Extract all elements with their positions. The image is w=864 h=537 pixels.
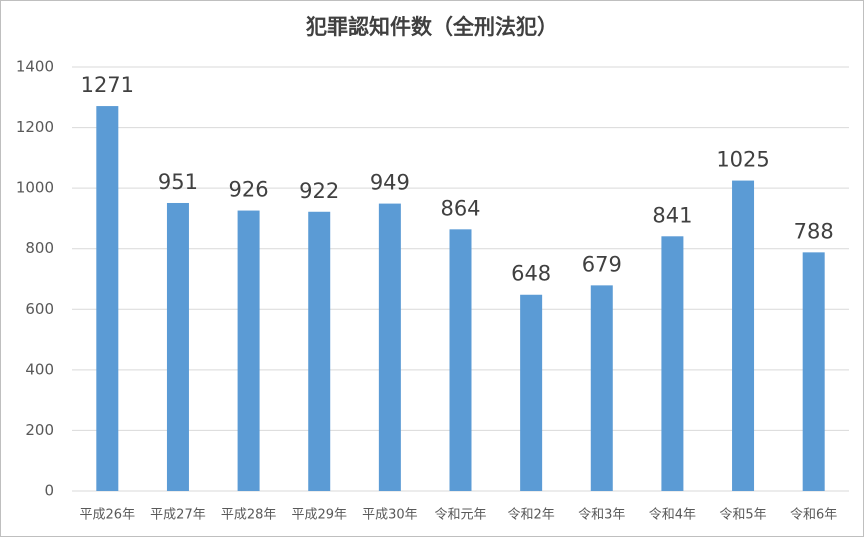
x-tick-label: 令和6年 bbox=[790, 508, 837, 523]
y-tick-label: 1000 bbox=[16, 179, 54, 197]
y-tick-label: 1400 bbox=[16, 58, 54, 76]
x-tick-label: 令和2年 bbox=[507, 508, 554, 523]
bar bbox=[166, 202, 189, 492]
value-label: 648 bbox=[511, 262, 551, 286]
value-label: 864 bbox=[440, 196, 480, 220]
bar bbox=[802, 252, 825, 491]
y-tick-label: 400 bbox=[25, 360, 54, 378]
x-tick-label: 令和5年 bbox=[719, 508, 766, 523]
bar bbox=[520, 294, 543, 491]
bar bbox=[661, 236, 684, 491]
x-tick-label: 令和4年 bbox=[649, 508, 696, 523]
bar bbox=[308, 211, 331, 491]
value-label: 679 bbox=[582, 252, 622, 276]
value-label: 788 bbox=[794, 219, 834, 243]
value-label: 951 bbox=[158, 170, 198, 194]
value-label: 949 bbox=[370, 171, 410, 195]
bar bbox=[590, 285, 613, 491]
y-tick-label: 0 bbox=[44, 482, 54, 500]
x-tick-label: 令和元年 bbox=[434, 508, 486, 523]
value-label: 1025 bbox=[716, 148, 769, 172]
x-tick-label: 令和3年 bbox=[578, 508, 625, 523]
x-tick-label: 平成30年 bbox=[362, 508, 418, 523]
x-tick-label: 平成26年 bbox=[80, 508, 136, 523]
y-tick-label: 1200 bbox=[16, 118, 54, 136]
y-tick-label: 200 bbox=[25, 421, 54, 439]
bar bbox=[237, 210, 260, 491]
bar bbox=[449, 229, 472, 491]
value-label: 922 bbox=[299, 179, 339, 203]
bar bbox=[96, 106, 119, 491]
value-label: 841 bbox=[652, 203, 692, 227]
y-tick-label: 600 bbox=[25, 300, 54, 318]
value-label: 926 bbox=[229, 178, 269, 202]
bar bbox=[732, 180, 755, 492]
x-tick-label: 平成28年 bbox=[221, 508, 277, 523]
x-tick-label: 平成29年 bbox=[291, 508, 347, 523]
y-tick-label: 800 bbox=[25, 239, 54, 257]
bar bbox=[378, 203, 401, 492]
value-label: 1271 bbox=[81, 73, 134, 97]
x-tick-label: 平成27年 bbox=[150, 508, 206, 523]
chart-title: 犯罪認知件数（全刑法犯） bbox=[305, 15, 558, 39]
